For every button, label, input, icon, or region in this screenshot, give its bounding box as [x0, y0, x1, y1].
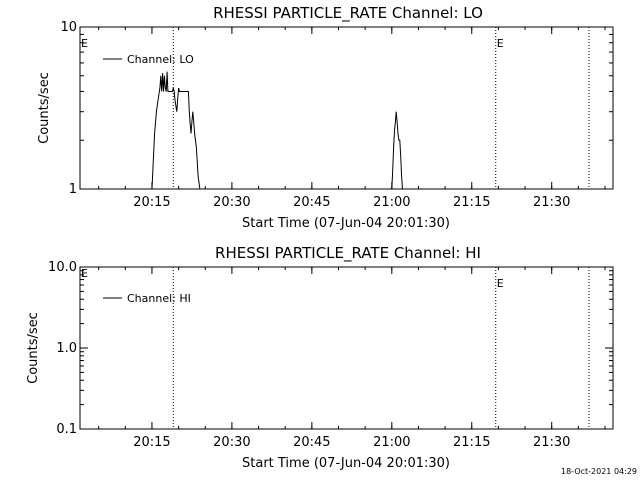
series-group [151, 71, 404, 190]
legend: Channel: HI [103, 292, 191, 305]
y-tick-label: 10.0 [48, 260, 77, 275]
x-tick-label: 20:30 [213, 195, 250, 210]
series-line [151, 71, 404, 190]
axis-ticks: 20:15 20:30 20:45 21:00 21:15 21:30 1 10 [60, 20, 613, 210]
x-tick-label: 21:30 [533, 435, 570, 450]
chart-title: RHESSI PARTICLE_RATE Channel: HI [215, 244, 481, 263]
y-axis-label: Counts/sec [26, 312, 41, 384]
legend-entry: Channel: HI [127, 292, 191, 305]
x-tick-label: 20:30 [213, 435, 250, 450]
x-tick-label: 20:15 [133, 195, 170, 210]
x-tick-label: 21:00 [373, 435, 410, 450]
x-tick-label: 21:00 [373, 195, 410, 210]
x-tick-label: 20:45 [293, 435, 330, 450]
axis-ticks: 20:15 20:30 20:45 21:00 21:15 21:30 0.1 1.0 10.0 [48, 260, 613, 450]
event-lines: E [172, 267, 590, 429]
chart-title: RHESSI PARTICLE_RATE Channel: LO [213, 4, 483, 23]
y-tick-label: 1.0 [56, 341, 77, 356]
event-line-label: E [497, 277, 504, 290]
event-lines: E [172, 27, 590, 189]
y-tick-label: 1 [69, 182, 77, 197]
legend-entry: Channel: LO [127, 53, 194, 66]
chart-panel-hi: RHESSI PARTICLE_RATE Channel: HI Counts/… [26, 244, 614, 471]
x-axis-label: Start Time (07-Jun-04 20:01:30) [242, 456, 450, 471]
legend: Channel: LO [103, 53, 194, 66]
x-tick-label: 20:15 [133, 435, 170, 450]
x-tick-label: 21:15 [453, 435, 490, 450]
edge-label: E [81, 267, 88, 280]
y-tick-label: 0.1 [56, 422, 77, 437]
timestamp: 18-Oct-2021 04:29 [561, 467, 637, 476]
x-tick-label: 21:15 [453, 195, 490, 210]
y-tick-label: 10 [60, 20, 77, 35]
x-tick-label: 21:30 [533, 195, 570, 210]
x-tick-label: 20:45 [293, 195, 330, 210]
y-axis-label: Counts/sec [37, 72, 52, 144]
edge-label: E [81, 37, 88, 50]
x-axis-label: Start Time (07-Jun-04 20:01:30) [242, 216, 450, 231]
chart-panel-lo: RHESSI PARTICLE_RATE Channel: LO Counts/… [37, 4, 614, 231]
event-line-label: E [497, 37, 504, 50]
